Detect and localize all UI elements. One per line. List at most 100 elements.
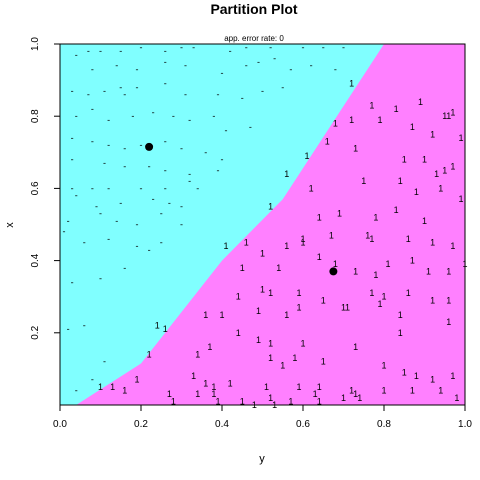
- point-class-dash: -: [67, 216, 70, 226]
- point-class-one: 1: [414, 187, 419, 197]
- point-class-dash: -: [95, 201, 98, 211]
- point-class-one: 1: [406, 234, 411, 244]
- point-class-one: 1: [268, 353, 273, 363]
- point-class-dash: -: [107, 183, 110, 193]
- point-class-dash: -: [91, 183, 94, 193]
- point-class-dash: -: [257, 57, 260, 67]
- point-class-one: 1: [418, 97, 423, 107]
- point-class-one: 1: [446, 111, 451, 121]
- point-class-dash: -: [135, 82, 138, 92]
- point-class-one: 1: [341, 393, 346, 403]
- point-class-dash: -: [71, 86, 74, 96]
- point-class-one: 1: [377, 115, 382, 125]
- point-class-one: 1: [373, 212, 378, 222]
- point-class-dash: -: [107, 234, 110, 244]
- point-class-one: 1: [430, 129, 435, 139]
- point-class-one: 1: [215, 396, 220, 406]
- point-class-dash: -: [140, 183, 143, 193]
- point-class-one: 1: [155, 321, 160, 331]
- point-class-one: 1: [402, 368, 407, 378]
- point-class-one: 1: [240, 263, 245, 273]
- point-class-one: 1: [430, 375, 435, 385]
- point-class-one: 1: [284, 310, 289, 320]
- point-class-one: 1: [317, 212, 322, 222]
- point-class-one: 1: [292, 353, 297, 363]
- plot-area: - - - - - - - - - - - - - -- - -- --- - -- - -- - - --- -- - -- ---…: [59, 43, 468, 410]
- point-class-dash: -: [221, 68, 224, 78]
- point-class-dash: -: [180, 220, 183, 230]
- point-class-dash: -: [123, 144, 126, 154]
- data-points: - - - - - - - - - - - - - -- - -- --- - -- - -- - - --- -- - -- ---…: [63, 43, 468, 410]
- point-class-one: 1: [296, 303, 301, 313]
- point-class-dash: -: [131, 111, 134, 121]
- point-class-dash: -: [249, 122, 252, 132]
- point-class-dash: -: [245, 43, 248, 53]
- point-class-one: 1: [337, 209, 342, 219]
- point-class-dash: -: [164, 136, 167, 146]
- point-class-one: 1: [195, 349, 200, 359]
- point-class-one: 1: [228, 378, 233, 388]
- point-class-one: 1: [450, 108, 455, 118]
- point-class-dash: -: [103, 86, 106, 96]
- point-class-one: 1: [325, 136, 330, 146]
- point-class-one: 1: [361, 176, 366, 186]
- point-class-dash: -: [184, 61, 187, 71]
- point-class-one: 1: [398, 176, 403, 186]
- point-class-dash: -: [119, 82, 122, 92]
- point-class-one: 1: [349, 115, 354, 125]
- point-class-one: 1: [211, 389, 216, 399]
- point-class-one: 1: [454, 393, 459, 403]
- class-centers: [145, 142, 338, 276]
- point-class-dash: -: [164, 46, 167, 56]
- point-class-one: 1: [203, 310, 208, 320]
- point-class-dash: -: [152, 194, 155, 204]
- point-class-one: 1: [329, 230, 334, 240]
- point-class-dash: -: [103, 357, 106, 367]
- point-class-one: 1: [268, 288, 273, 298]
- point-class-dash: -: [310, 61, 313, 71]
- point-class-dash: -: [180, 43, 183, 53]
- point-class-one: 1: [357, 393, 362, 403]
- point-class-dash: -: [99, 46, 102, 56]
- y-axis: 0.2 0.4 0.6 0.8 1.0: [30, 37, 61, 340]
- point-class-dash: -: [216, 90, 219, 100]
- point-class-dash: -: [188, 176, 191, 186]
- point-class-one: 1: [410, 386, 415, 396]
- point-class-one: 1: [398, 310, 403, 320]
- point-class-one: 1: [398, 328, 403, 338]
- point-class-one: 1: [369, 100, 374, 110]
- point-class-dash: -: [75, 386, 78, 396]
- point-class-dash: -: [135, 64, 138, 74]
- point-class-one: 1: [434, 169, 439, 179]
- point-class-dash: -: [273, 53, 276, 63]
- point-class-one: 1: [284, 241, 289, 251]
- point-class-one: 1: [414, 371, 419, 381]
- point-class-one: 1: [236, 328, 241, 338]
- point-class-one: 1: [203, 378, 208, 388]
- point-class-one: 1: [288, 396, 293, 406]
- point-class-dash: -: [119, 198, 122, 208]
- class-center-marker: [145, 142, 154, 151]
- y-axis-label: x: [4, 222, 16, 228]
- point-class-dash: -: [91, 104, 94, 114]
- x-tick-label: 1.0: [458, 419, 472, 430]
- point-class-one: 1: [276, 263, 281, 273]
- point-class-dash: -: [164, 79, 167, 89]
- point-class-one: 1: [147, 349, 152, 359]
- point-class-one: 1: [365, 230, 370, 240]
- point-class-one: 1: [300, 339, 305, 349]
- point-class-one: 1: [191, 371, 196, 381]
- point-class-dash: -: [204, 147, 207, 157]
- point-class-dash: -: [91, 136, 94, 146]
- point-class-dash: -: [123, 162, 126, 172]
- point-class-one: 1: [381, 360, 386, 370]
- point-class-one: 1: [195, 389, 200, 399]
- point-class-dash: -: [115, 61, 118, 71]
- point-class-dash: -: [107, 115, 110, 125]
- point-class-one: 1: [110, 382, 115, 392]
- point-class-dash: -: [103, 158, 106, 168]
- class-center-marker: [329, 267, 338, 276]
- point-class-one: 1: [134, 375, 139, 385]
- x-tick-label: 0.4: [215, 419, 229, 430]
